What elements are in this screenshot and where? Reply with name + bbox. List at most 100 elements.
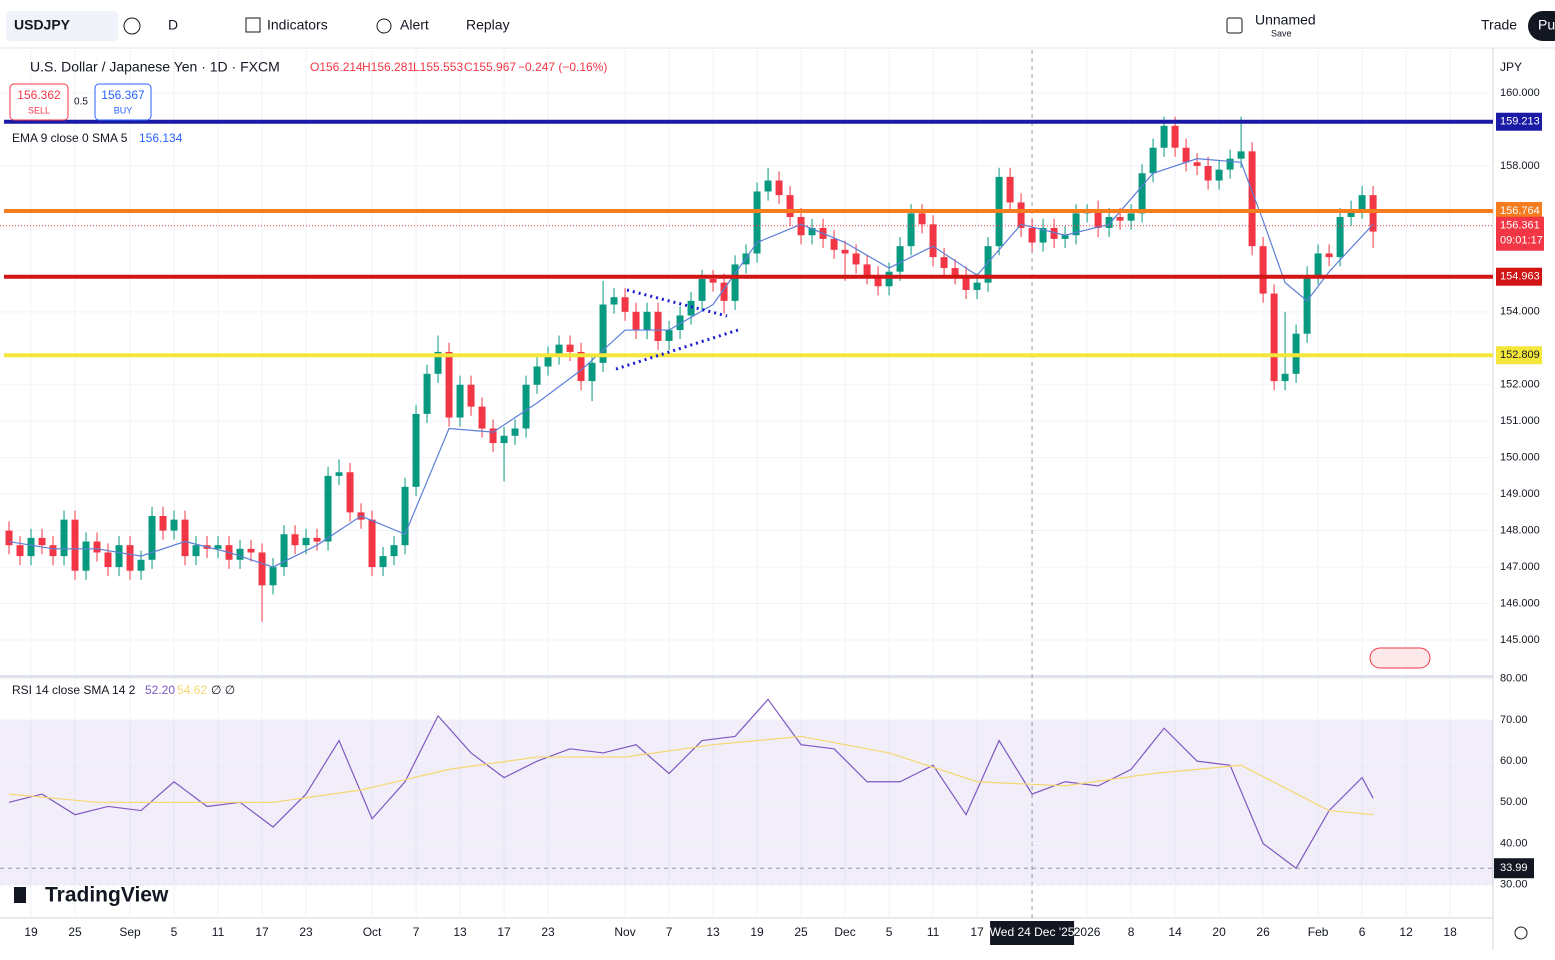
candle-body [753,191,761,254]
indicators-button[interactable]: Indicators [267,17,328,33]
candle-body [379,556,387,568]
x-tick-label: 18 [1443,925,1457,939]
buy-box[interactable] [94,83,152,121]
candle-body [423,373,431,414]
interval[interactable]: D [168,17,178,33]
crosshair-date: Wed 24 Dec '25 [990,925,1075,939]
candle-body [93,541,101,553]
candle-body [1314,253,1322,276]
buy-price[interactable]: 156.367 [101,88,145,102]
crosshair-value-box [1494,858,1534,879]
candle-body [1182,147,1190,163]
plot: 160.000 158.000 154.000 152.000 151.000 150.0… [0,50,1544,945]
x-tick-label: 5 [171,925,178,939]
candle-body [720,282,728,301]
candle-body [929,224,937,258]
trade-button[interactable]: Trade [1481,17,1517,33]
y-tick-label: 50.00 [1500,796,1528,808]
buy-label[interactable]: BUY [114,105,133,115]
sell-label[interactable]: SELL [28,105,50,115]
level-tag [1496,267,1542,286]
x-tick-label: 25 [794,925,808,939]
candle-body [445,351,453,418]
ohlc-low: L155.553 [413,60,463,74]
series-line [8,158,1374,568]
candle-body [324,475,332,542]
candle-body [1149,147,1157,174]
candle-body [401,486,409,546]
candle-body [1358,195,1366,210]
candle-body [544,355,552,367]
candle-body [1336,217,1344,258]
alert-icon[interactable] [376,18,392,34]
settings-icon[interactable] [1514,926,1528,940]
candle-body [709,278,717,283]
ema-value: 156.134 [139,131,183,145]
x-tick-label: Nov [614,925,635,939]
candle-body [951,268,959,276]
candle-body [676,315,684,331]
sell-box[interactable] [9,83,69,121]
sell-price[interactable]: 156.362 [17,88,61,102]
x-tick-label: 6 [1359,925,1366,939]
candle-body [973,282,981,290]
spread: 0.5 [74,97,88,108]
candle-body [665,330,673,341]
candle-body [148,516,156,560]
candle-body [412,413,420,487]
publish-pill[interactable] [1528,11,1555,41]
y-tick-label: 158.000 [1500,160,1540,172]
layout-name[interactable]: Unnamed [1255,12,1316,28]
candle-body [313,537,321,542]
candle-body [1072,213,1080,236]
candle-body [984,246,992,283]
candle-body [764,180,772,192]
x-tick-label: 12 [1399,925,1413,939]
candle-body [522,384,530,429]
save-label[interactable]: Save [1271,28,1292,38]
candle-body [654,311,662,341]
replay-button[interactable]: Replay [466,17,510,33]
candle-body [1138,173,1146,214]
crosshair-date-box [990,921,1075,945]
rsi-extra-values: ∅ ∅ [211,683,235,697]
candle-body [49,545,57,557]
candle-body [885,271,893,287]
candle-body [500,435,508,444]
alert-button[interactable]: Alert [400,17,429,33]
candle-body [1347,209,1355,218]
candle-body [555,344,563,356]
y-tick-label: 80.00 [1500,673,1528,685]
candle-body [1160,125,1168,148]
candle-body [192,545,200,557]
x-tick-label: Oct [363,925,382,939]
publish-button[interactable]: Pub [1538,17,1555,33]
candle-body [863,264,871,276]
candle-body [1050,227,1058,239]
candle-body [368,519,376,568]
ohlc-close: C155.967 [464,60,516,74]
candle-body [258,552,266,586]
symbol-box[interactable] [6,11,118,41]
logo-mark [14,887,26,903]
x-tick-label: 19 [24,925,38,939]
level-label: 159.213 [1500,116,1540,128]
currency[interactable]: JPY [1500,60,1522,74]
candle-body [335,472,343,476]
x-tick-label: 26 [1256,925,1270,939]
ema-legend: EMA 9 close 0 SMA 5 [12,131,128,145]
candle-body [1237,151,1245,159]
y-tick-label: 146.000 [1500,597,1540,609]
candle-body [280,534,288,568]
candle-body [621,297,629,312]
indicators-icon[interactable] [245,17,261,33]
level-label: 154.963 [1500,271,1540,283]
candle-body [1226,158,1234,170]
x-tick-label: 17 [970,925,984,939]
layout-checkbox[interactable] [1226,17,1243,34]
price-label: 156.361 [1500,220,1540,232]
add-symbol-icon[interactable] [123,17,141,35]
symbol[interactable]: USDJPY [14,17,71,33]
events-icon[interactable] [1369,647,1431,669]
candle-body [478,406,486,429]
